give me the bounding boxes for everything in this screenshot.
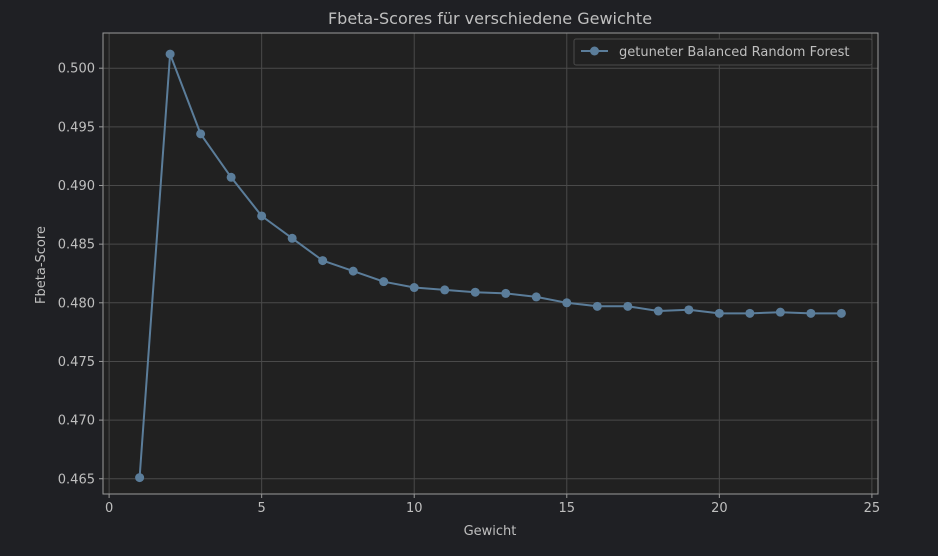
y-tick-label: 0.480 [58, 296, 95, 311]
data-point [745, 308, 755, 318]
data-point [165, 49, 175, 59]
data-point [409, 283, 419, 293]
data-point [257, 211, 267, 221]
data-point [592, 301, 602, 311]
data-point [531, 292, 541, 302]
series-layer [135, 49, 846, 483]
data-point [806, 308, 816, 318]
data-point [562, 298, 572, 308]
y-axis-label: Fbeta-Score [34, 226, 49, 304]
data-point [653, 306, 663, 316]
y-tick-label: 0.490 [58, 179, 95, 194]
legend: getuneter Balanced Random Forest [573, 38, 873, 66]
y-tick-label: 0.465 [58, 472, 95, 487]
chart-title: Fbeta-Scores für verschiedene Gewichte [328, 9, 652, 28]
x-tick-label: 15 [559, 501, 576, 516]
data-point [470, 287, 480, 297]
x-tick-label: 20 [711, 501, 728, 516]
data-point [135, 473, 145, 483]
y-tick-label: 0.500 [58, 62, 95, 77]
data-point [379, 277, 389, 287]
series-line [138, 53, 842, 478]
data-point [196, 129, 206, 139]
data-point [318, 256, 328, 266]
legend-marker-swatch [590, 46, 599, 56]
data-point [775, 307, 785, 317]
grid-lines [103, 33, 878, 494]
y-tick-label: 0.495 [58, 120, 95, 135]
x-tick-label: 25 [864, 501, 881, 516]
data-point [287, 233, 297, 243]
data-point [501, 288, 511, 298]
plot-frame [102, 32, 879, 495]
plot-area [103, 33, 878, 494]
x-tick-label: 5 [258, 501, 266, 516]
x-axis-ticks: 0 5 10 15 20 25 [105, 494, 880, 516]
y-tick-label: 0.470 [58, 414, 95, 429]
data-point [623, 301, 633, 311]
y-tick-label: 0.475 [58, 355, 95, 370]
y-axis-ticks: 0.465 0.470 0.475 0.480 0.485 0.490 0.495 0.500 [58, 62, 103, 487]
data-point [684, 305, 694, 315]
x-axis-label: Gewicht [464, 524, 517, 539]
x-tick-label: 10 [406, 501, 423, 516]
data-point [714, 308, 724, 318]
x-tick-label: 0 [105, 501, 113, 516]
y-tick-label: 0.485 [58, 238, 95, 253]
legend-label: getuneter Balanced Random Forest [619, 45, 849, 60]
data-point [836, 308, 846, 318]
legend-box [573, 38, 873, 66]
data-point [440, 285, 450, 295]
data-point [348, 266, 358, 276]
data-point [226, 172, 236, 182]
